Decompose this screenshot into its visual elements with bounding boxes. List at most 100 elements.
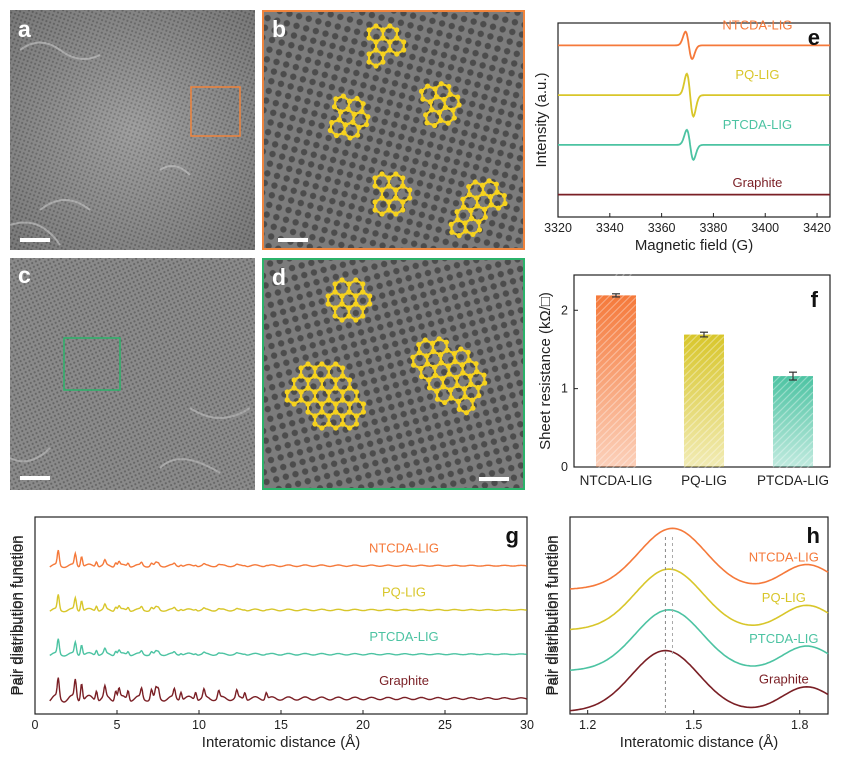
molecule-atom (460, 370, 466, 376)
panel-label-h: h (807, 523, 820, 548)
molecule-atom (445, 120, 451, 126)
molecule-atom (451, 350, 457, 357)
molecule-atom (468, 207, 474, 214)
bar-hatch (595, 429, 637, 471)
bar-hatch (772, 412, 814, 454)
bar-hatch (683, 357, 725, 398)
molecule-atom (346, 289, 352, 295)
series-line (49, 677, 527, 703)
molecule-atom (456, 102, 462, 108)
panel-label-d: d (272, 264, 287, 290)
bar-hatch (683, 364, 725, 405)
molecule-atom (400, 199, 406, 205)
x-tick-label: 3340 (596, 221, 624, 235)
molecule-atom (437, 352, 444, 358)
molecule-atom (339, 293, 345, 299)
molecule-atom (360, 289, 366, 295)
molecule-atom (495, 205, 502, 211)
molecule-atom (400, 175, 406, 181)
molecule-atom (333, 401, 339, 407)
molecule-atom (434, 396, 441, 402)
x-tick-label: 15 (274, 718, 288, 732)
molecule-atom (472, 179, 478, 185)
category-label: NTCDA-LIG (580, 473, 653, 488)
molecule-atom (438, 117, 444, 123)
molecule-atom (458, 346, 464, 352)
molecule-atom (454, 209, 460, 215)
molecule-atom (366, 35, 372, 41)
molecule-atom (325, 293, 331, 299)
panel-label-e: e (808, 25, 820, 50)
molecule-atom (482, 206, 488, 212)
molecule-atom (480, 190, 486, 196)
molecule-atom (332, 313, 338, 319)
molecule-atom (347, 135, 353, 141)
series-label: PQ-LIG (382, 585, 426, 600)
molecule-atom (488, 202, 494, 208)
molecule-atom (372, 175, 378, 181)
hrtem-image-d: d (262, 258, 525, 490)
epr-chart-e: 3320 3340 3360 3380 3400 3420 Magnetic field (… (533, 17, 831, 254)
scale-bar-b (278, 238, 308, 242)
molecule-atom (453, 374, 459, 381)
category-label: PTCDA-LIG (757, 473, 829, 488)
tem-image-a: a (10, 10, 255, 250)
molecule-atom (305, 361, 311, 367)
molecule-atom (438, 360, 444, 366)
molecule-atom (479, 182, 486, 189)
molecule-atom (401, 47, 407, 53)
molecule-atom (470, 231, 476, 238)
hrtem-image-b: b (262, 10, 525, 250)
bar-hatch (595, 345, 637, 387)
molecule-atom (339, 317, 345, 323)
y-tick-label: 1 (561, 382, 568, 396)
molecule-atom (329, 119, 335, 126)
molecule-atom (387, 47, 393, 53)
molecule-atom (393, 195, 399, 201)
molecule-atom (340, 421, 346, 427)
molecule-atom (407, 187, 413, 193)
bar-hatch (595, 265, 635, 303)
molecule-atom (459, 362, 465, 368)
bar-hatch (595, 282, 637, 324)
bar-hatch (683, 413, 725, 454)
x-tick-label: 3320 (544, 221, 572, 235)
molecule-atom (319, 401, 325, 407)
bar-hatch (595, 450, 637, 492)
bar-hatch (772, 405, 814, 447)
molecule-atom (312, 421, 318, 427)
pdf-zoom-chart-h: 1.2 1.5 1.8 Interatomic distance (Å) Pair di… (543, 516, 829, 751)
molecule-atom (353, 301, 359, 307)
x-axis-label: Interatomic distance (Å) (202, 734, 360, 751)
y-axis-label: Pair distribution function (545, 535, 562, 695)
molecule-atom (460, 196, 466, 202)
molecule-atom (340, 389, 346, 395)
hrtem-texture-b (264, 12, 523, 248)
x-tick-label: 20 (356, 718, 370, 732)
molecule-atom (333, 385, 339, 391)
x-tick-label: 3400 (751, 221, 779, 235)
molecule-atom (346, 401, 353, 407)
molecule-atom (346, 98, 353, 104)
molecule-atom (386, 199, 392, 205)
molecule-atom (342, 122, 348, 128)
molecule-atom (333, 132, 340, 139)
molecule-atom (363, 121, 370, 128)
series-line (49, 638, 527, 657)
bar-hatch (683, 301, 725, 342)
molecule-atom (436, 109, 442, 116)
series-label: NTCDA-LIG (369, 540, 439, 555)
series-label: Graphite (379, 673, 429, 688)
molecule-atom (448, 221, 454, 227)
molecule-atom (332, 281, 338, 287)
molecule-atom (356, 124, 362, 130)
series-label: PQ-LIG (762, 590, 806, 605)
molecule-atom (380, 59, 386, 65)
molecule-atom (470, 405, 476, 411)
molecule-atom (372, 183, 378, 189)
molecule-atom (429, 340, 436, 347)
molecule-atom (400, 207, 406, 213)
panel-label-a: a (18, 16, 31, 42)
bar-hatch (683, 448, 725, 489)
molecule-atom (338, 109, 344, 115)
